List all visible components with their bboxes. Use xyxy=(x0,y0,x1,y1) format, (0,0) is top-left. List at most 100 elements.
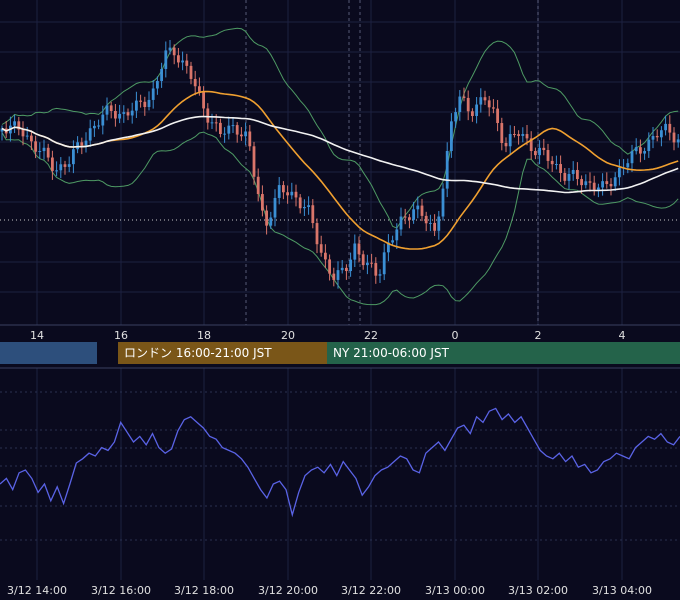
candle-body xyxy=(25,135,29,137)
candle-body xyxy=(416,205,420,210)
candle-body xyxy=(395,229,399,241)
candle-body xyxy=(336,270,340,280)
candle-body xyxy=(672,132,676,143)
bollinger-bands xyxy=(1,27,679,306)
candle-body xyxy=(513,134,516,136)
candle-body xyxy=(109,105,113,111)
candle-body xyxy=(328,259,331,274)
candle-body xyxy=(21,129,25,137)
candle-body xyxy=(168,47,172,51)
candle-body xyxy=(307,205,310,207)
candle-body xyxy=(580,179,583,186)
candle-body xyxy=(84,140,88,146)
oscillator-panel-tick-label: 3/12 20:00 xyxy=(258,584,318,597)
candle-body xyxy=(235,125,239,135)
candle-body xyxy=(189,65,193,79)
candle-body xyxy=(445,150,449,189)
candle-body xyxy=(454,112,457,122)
candle-body xyxy=(248,131,252,147)
candle-body xyxy=(349,259,352,272)
candle-body xyxy=(76,142,79,150)
candle-body xyxy=(34,141,37,152)
candle-body xyxy=(172,47,176,56)
candle-body xyxy=(223,133,226,135)
candle-body xyxy=(571,169,575,174)
candle-body xyxy=(508,134,512,147)
candle-body xyxy=(101,114,105,126)
candle-body xyxy=(46,147,50,158)
candle-body xyxy=(114,110,117,119)
candle-body xyxy=(160,68,163,82)
candle-body xyxy=(30,135,33,142)
session-bar-ny: NY 21:00-06:00 JST xyxy=(327,342,680,364)
candle-body xyxy=(164,50,168,69)
candle-body xyxy=(0,128,4,132)
candle-body xyxy=(67,164,71,167)
candle-body xyxy=(408,217,411,220)
candle-body xyxy=(63,164,67,167)
candle-body xyxy=(286,192,289,196)
candle-body xyxy=(651,135,655,140)
candle-body xyxy=(219,122,222,134)
candle-body xyxy=(471,111,474,117)
session-bar-tokyo xyxy=(0,342,97,364)
price-panel-tick-label: 0 xyxy=(452,329,459,342)
candle-body xyxy=(214,122,218,124)
candle-body xyxy=(290,191,294,196)
candle-body xyxy=(17,121,21,130)
price-panel-x-ticks: 14 16 18 20 22 0 2 4 xyxy=(30,329,626,342)
candle-body xyxy=(399,216,403,230)
oscillator-panel-tick-label: 3/12 16:00 xyxy=(91,584,151,597)
candle-body xyxy=(676,139,680,143)
candle-body xyxy=(567,173,571,181)
oscillator-panel-x-ticks: 3/12 14:00 3/12 16:00 3/12 18:00 3/12 20:00… xyxy=(7,584,652,597)
candle-body xyxy=(592,182,596,190)
candle-body xyxy=(391,240,394,243)
candle-body xyxy=(185,60,189,66)
candle-body xyxy=(198,86,201,92)
candle-body xyxy=(475,104,478,117)
candle-body xyxy=(374,263,378,276)
candle-body xyxy=(156,81,159,89)
candle-body xyxy=(588,181,592,183)
candle-body xyxy=(51,157,54,171)
price-panel-tick-label: 2 xyxy=(535,329,542,342)
candle-body xyxy=(42,147,46,152)
candle-body xyxy=(538,147,541,156)
oscillator-line xyxy=(0,407,680,518)
candle-body xyxy=(546,150,550,161)
candle-body xyxy=(655,135,659,138)
candle-body xyxy=(139,100,142,102)
candle-body xyxy=(429,222,432,224)
candle-body xyxy=(496,108,499,124)
candle-body xyxy=(177,55,180,63)
candle-body xyxy=(525,134,529,139)
price-panel-tick-label: 18 xyxy=(197,329,211,342)
candle-body xyxy=(563,172,567,181)
price-panel-tick-label: 20 xyxy=(281,329,295,342)
candle-body xyxy=(282,185,285,193)
candle-body xyxy=(382,252,386,275)
candle-body xyxy=(450,121,453,151)
candle-body xyxy=(605,181,609,184)
candle-body xyxy=(59,164,63,171)
candle-body xyxy=(483,97,487,101)
session-bar-london: ロンドン 16:00-21:00 JST xyxy=(118,342,327,364)
candle-body xyxy=(105,105,109,115)
candle-body xyxy=(340,267,344,271)
candle-body xyxy=(529,138,533,152)
candle-body xyxy=(420,205,424,216)
oscillator-panel-tick-label: 3/12 14:00 xyxy=(7,584,67,597)
candle-body xyxy=(126,112,130,116)
candle-body xyxy=(147,99,151,108)
candle-body xyxy=(433,222,436,231)
candle-body xyxy=(517,134,520,136)
candle-body xyxy=(130,110,134,116)
candle-body xyxy=(55,170,58,172)
candle-body xyxy=(542,147,546,151)
candle-body xyxy=(647,139,651,152)
candle-body xyxy=(319,244,323,253)
candle-body xyxy=(492,107,495,109)
candle-body xyxy=(273,197,277,218)
